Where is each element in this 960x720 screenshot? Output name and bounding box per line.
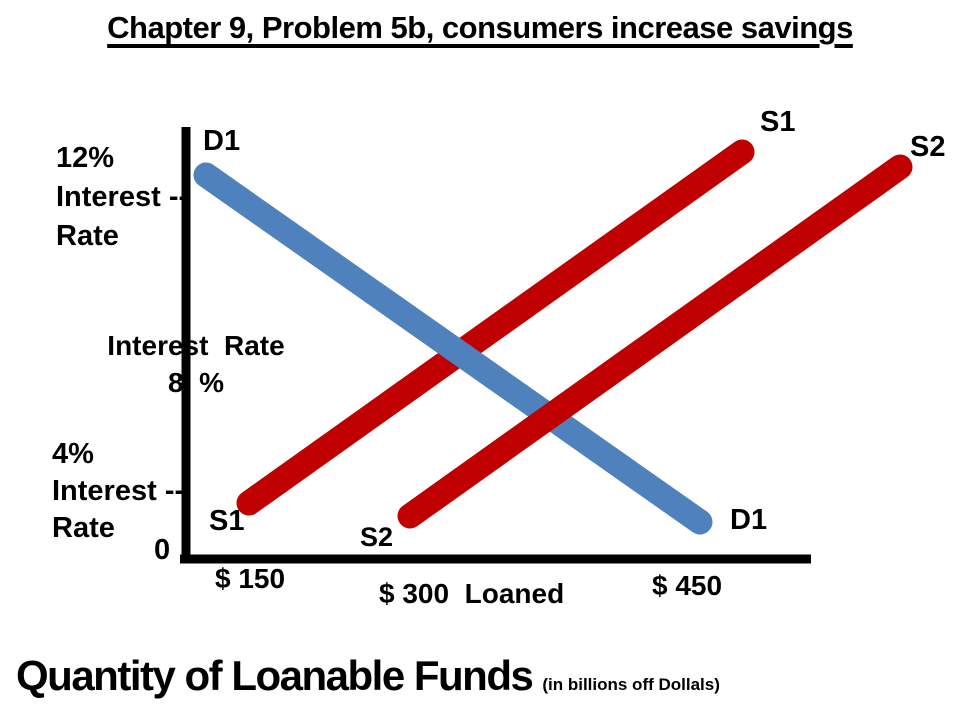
s1-bottom-label: S1 [209,505,245,537]
y-label-4-line3: Rate [52,512,115,544]
y-label-4-percent: 4% Interest -- Rate [52,436,184,547]
y-label-12-line2: Interest -- [56,181,189,213]
s2-bottom-label: S2 [360,522,394,552]
x-axis-title: Quantity of Loanable Funds (in billions … [16,652,720,700]
x-axis-title-sub: (in billions off Dollals) [542,675,720,694]
y-label-8-percent: Interest Rate 8 % [100,327,292,401]
y-label-8-line2: 8 % [167,367,225,398]
y-label-8-line1: Interest Rate [107,330,285,361]
x-tick-300-loaned: $ 300 Loaned [379,578,565,609]
s1-top-label: S1 [760,106,796,138]
y-label-4-line1: 4% [52,438,94,470]
s2-supply-line [397,154,913,529]
y-label-12-line1: 12% [56,142,115,174]
x-tick-150: $ 150 [215,563,286,594]
s2-top-label: S2 [910,131,946,163]
d1-bottom-label: D1 [730,504,768,536]
y-label-4-line2: Interest -- [52,475,185,507]
y-label-12-percent: 12% Interest -- Rate [56,139,188,256]
x-axis-title-main: Quantity of Loanable Funds [16,652,534,699]
slide-title: Chapter 9, Problem 5b, consumers increas… [107,10,853,45]
s1-supply-line [236,139,755,516]
d1-top-label: D1 [203,125,241,157]
y-label-12-line3: Rate [56,220,119,252]
x-tick-450: $ 450 [652,570,723,601]
origin-label: 0 [154,534,171,566]
